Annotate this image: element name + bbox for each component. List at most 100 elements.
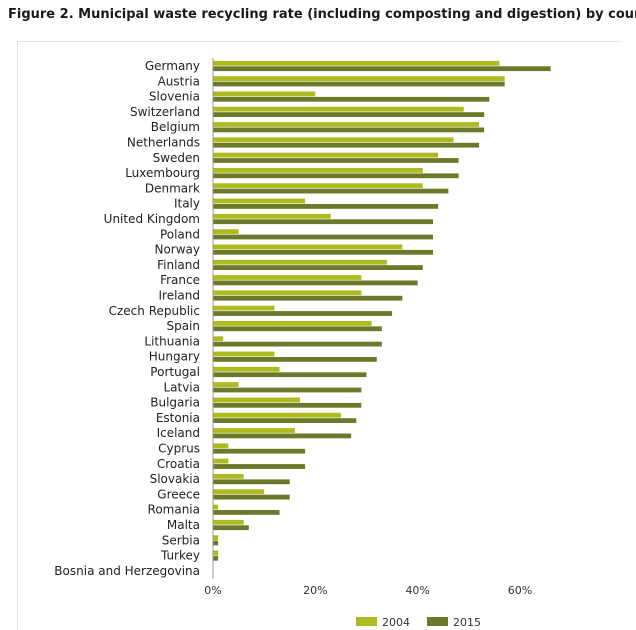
bar-2004 — [213, 382, 239, 387]
bar-2015 — [213, 418, 357, 423]
category-label: Ireland — [158, 289, 200, 303]
bar-2015 — [213, 479, 290, 485]
bar-2015 — [213, 555, 219, 561]
category-label: Slovakia — [150, 472, 200, 486]
bar-2015 — [213, 311, 393, 316]
category-label: Slovenia — [149, 90, 200, 104]
bar-2015 — [213, 464, 306, 469]
legend-swatch-2004 — [356, 617, 377, 626]
bar-2015 — [213, 540, 219, 546]
bar-2004 — [213, 76, 505, 81]
category-label: Denmark — [145, 181, 200, 195]
category-label: France — [160, 273, 200, 287]
bar-2004 — [213, 412, 341, 418]
bar-2004 — [213, 535, 219, 540]
bar-2015 — [213, 188, 449, 194]
bar-2004 — [213, 366, 280, 372]
bar-2015 — [213, 158, 459, 163]
bar-2004 — [213, 60, 500, 66]
bar-2015 — [213, 96, 490, 102]
bar-2004 — [213, 290, 362, 296]
bar-2004 — [213, 91, 316, 97]
bar-2015 — [213, 142, 480, 148]
category-label: Greece — [157, 487, 200, 501]
category-label: Netherlands — [127, 136, 200, 150]
category-label: Italy — [174, 197, 200, 211]
category-label: Austria — [158, 74, 200, 88]
bar-2015 — [213, 387, 362, 393]
bar-2015 — [213, 66, 551, 72]
bar-2004 — [213, 122, 480, 127]
bar-2015 — [213, 112, 485, 117]
category-label: Croatia — [157, 457, 200, 471]
category-label: Sweden — [153, 151, 200, 165]
category-label: Poland — [160, 227, 200, 241]
bar-2004 — [213, 504, 219, 510]
category-label: United Kingdom — [104, 212, 200, 226]
category-label: Turkey — [160, 549, 200, 563]
legend-label-2015: 2015 — [453, 616, 481, 629]
bar-2015 — [213, 81, 505, 87]
bar-2004 — [213, 229, 239, 234]
bar-2004 — [213, 336, 224, 342]
bar-2004 — [213, 550, 219, 556]
x-tick-label: 20% — [303, 584, 327, 597]
bar-2015 — [213, 341, 382, 347]
bar-2015 — [213, 448, 306, 454]
category-label: Portugal — [150, 365, 200, 379]
bar-group — [213, 60, 551, 561]
category-label: Serbia — [162, 533, 200, 547]
bar-2004 — [213, 244, 403, 250]
bar-2004 — [213, 213, 331, 219]
category-label: Switzerland — [130, 105, 200, 119]
bar-2004 — [213, 428, 295, 433]
bar-2004 — [213, 443, 229, 449]
category-label: Finland — [157, 258, 200, 272]
bar-2004 — [213, 474, 244, 479]
bar-2015 — [213, 494, 290, 500]
legend-label-2004: 2004 — [382, 616, 410, 629]
bar-2004 — [213, 321, 372, 326]
category-label: Spain — [166, 319, 200, 333]
bar-2004 — [213, 519, 244, 525]
category-label: Czech Republic — [109, 304, 200, 318]
bar-2004 — [213, 275, 362, 280]
bar-2004 — [213, 458, 229, 464]
legend: 2004 2015 — [356, 616, 481, 629]
bar-2004 — [213, 183, 423, 189]
bar-2015 — [213, 127, 485, 133]
bar-2015 — [213, 219, 434, 225]
x-axis-ticks: 0% 20% 40% 60% — [204, 584, 532, 597]
chart-frame — [17, 41, 621, 630]
category-label: Germany — [145, 59, 200, 73]
x-tick-label: 0% — [204, 584, 221, 597]
bar-2015 — [213, 280, 418, 286]
bar-2015 — [213, 525, 249, 531]
bar-2004 — [213, 305, 275, 311]
category-label: Hungary — [149, 350, 200, 364]
category-label: Latvia — [163, 380, 200, 394]
figure-title: Figure 2. Municipal waste recycling rate… — [8, 7, 636, 22]
bar-2004 — [213, 397, 300, 403]
category-label: Estonia — [156, 411, 200, 425]
bar-2015 — [213, 433, 352, 439]
bar-2015 — [213, 265, 423, 270]
bar-2015 — [213, 204, 439, 209]
category-label: Bulgaria — [150, 396, 200, 410]
bar-2015 — [213, 234, 434, 240]
bar-2004 — [213, 198, 306, 204]
category-label: Malta — [167, 518, 200, 532]
bar-2004 — [213, 259, 387, 265]
category-label: Belgium — [151, 120, 200, 134]
bar-2015 — [213, 326, 382, 332]
legend-swatch-2015 — [427, 617, 448, 626]
x-tick-label: 40% — [405, 584, 429, 597]
category-label: Romania — [148, 503, 200, 517]
category-label: Lithuania — [144, 334, 200, 348]
category-label: Norway — [154, 243, 200, 257]
bar-2004 — [213, 152, 439, 158]
bar-2015 — [213, 402, 362, 408]
bar-2015 — [213, 357, 377, 362]
